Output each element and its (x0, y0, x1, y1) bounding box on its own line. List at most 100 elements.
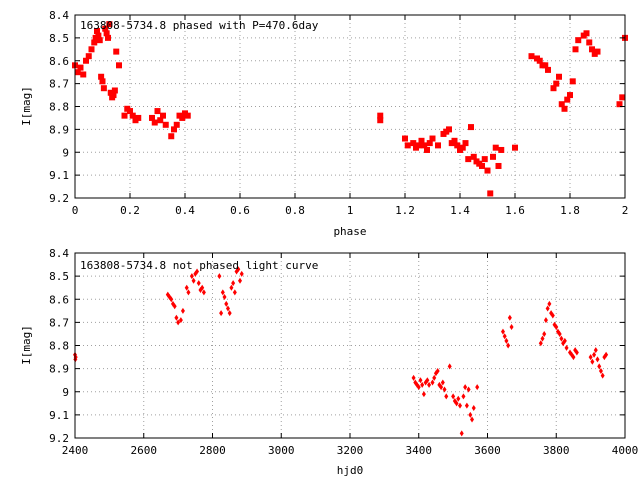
phased-data-point (575, 37, 582, 44)
phased-data-point (184, 112, 191, 119)
unphased-data-point (507, 314, 512, 321)
phased-data-point (561, 105, 568, 112)
phased-data-point (418, 137, 425, 144)
phased-data-point (151, 119, 158, 126)
phased-data-point (113, 48, 120, 55)
unphased-data-point (416, 384, 421, 391)
phased-data-point (528, 53, 535, 60)
unphased-x-tick-label: 3400 (406, 444, 433, 457)
phased-x-tick-label: 1.6 (505, 204, 525, 217)
phased-data-point (154, 108, 161, 115)
unphased-data-point (562, 337, 567, 344)
unphased-data-point (557, 330, 562, 337)
phased-data-point (135, 114, 142, 121)
phased-data-point (619, 94, 626, 101)
phased-data-point (495, 162, 502, 169)
phased-data-point (127, 108, 133, 115)
phased-x-tick-label: 2 (622, 204, 629, 217)
unphased-data-point (442, 386, 447, 393)
unphased-data-point (593, 347, 598, 354)
phased-data-point (542, 62, 549, 69)
phased-data-point (567, 92, 573, 99)
phased-data-point (377, 117, 384, 124)
unphased-y-tick-label: 8.4 (49, 247, 69, 260)
phased-data-point (586, 39, 593, 46)
phased-data-point (404, 142, 411, 149)
unphased-data-point (432, 374, 437, 381)
unphased-y-tick-label: 9.2 (49, 432, 69, 445)
phased-chart-title: 163808-5734.8 phased with P=470.6day (80, 19, 319, 32)
unphased-light-curve-panel: 2400 2600 2800 3000 3200 3400 3600 3800 4000 8.4… (20, 247, 638, 477)
phased-data-point (83, 57, 89, 64)
unphased-x-tick-label: 3200 (337, 444, 364, 457)
phased-x-tick-label: 1 (347, 204, 354, 217)
unphased-data-point (590, 358, 595, 365)
unphased-x-tick-label: 3000 (268, 444, 295, 457)
phased-data-point (435, 142, 441, 149)
unphased-data-point (440, 379, 445, 386)
unphased-data-point (550, 312, 555, 319)
unphased-data-point (588, 354, 593, 361)
phased-data-point (465, 156, 472, 163)
unphased-y-tick-label: 9.1 (49, 409, 69, 422)
unphased-data-point (219, 310, 224, 317)
phased-data-point (74, 69, 81, 76)
phased-data-point (446, 126, 452, 133)
unphased-data-point (169, 296, 174, 303)
phased-data-point (173, 121, 180, 128)
unphased-data-point (470, 416, 475, 423)
phased-y-tick-label: 8.4 (49, 9, 69, 22)
unphased-data-point (543, 317, 548, 324)
phased-data-point (487, 190, 494, 197)
phased-data-point (569, 78, 576, 85)
unphased-data-point (427, 381, 432, 388)
phased-data-point (80, 71, 87, 78)
unphased-data-point (184, 284, 189, 291)
phased-data-point (116, 62, 122, 69)
phased-data-point (402, 135, 408, 142)
phased-data-point (110, 92, 117, 99)
unphased-data-point (502, 333, 507, 340)
phased-data-point (462, 140, 469, 147)
phased-data-point (490, 153, 496, 160)
unphased-data-point (454, 400, 459, 407)
phased-data-point (103, 30, 110, 37)
phased-x-tick-label: 1.8 (560, 204, 580, 217)
phased-x-tick-label: 0 (72, 204, 79, 217)
phased-data-point (545, 66, 551, 73)
phased-y-tick-label: 9 (62, 146, 69, 159)
unphased-data-point (574, 349, 579, 356)
phased-x-tick-label: 0.6 (230, 204, 250, 217)
unphased-data-point (430, 379, 435, 386)
unphased-data-point (239, 270, 244, 277)
phased-data-point (426, 140, 433, 147)
phased-x-tick-label: 0.2 (120, 204, 140, 217)
unphased-data-point (461, 393, 466, 400)
unphased-data-point (475, 384, 480, 391)
unphased-data-point (554, 324, 559, 330)
phased-data-point (168, 133, 175, 140)
unphased-data-point (191, 277, 196, 284)
phased-y-tick-label: 8.8 (49, 101, 69, 114)
unphased-data-point (447, 363, 452, 370)
phased-data-point (111, 87, 118, 94)
phased-y-tick-label: 8.9 (49, 123, 69, 136)
phased-data-point (88, 46, 95, 53)
phased-data-point (157, 117, 164, 124)
unphased-data-point (411, 374, 416, 381)
unphased-data-point (176, 319, 181, 326)
phased-data-point (160, 112, 166, 119)
unphased-data-point (471, 404, 476, 411)
phased-data-point (91, 39, 98, 46)
unphased-data-point (597, 363, 602, 370)
unphased-y-tick-labels: 8.4 8.5 8.6 8.7 8.8 8.9 9 9.1 9.2 (49, 247, 625, 445)
unphased-data-point (435, 367, 440, 374)
unphased-y-axis-label: I[mag] (20, 325, 33, 365)
phased-y-tick-label: 8.7 (49, 78, 69, 91)
unphased-data-point (538, 340, 543, 347)
phased-gridlines (75, 15, 625, 198)
phased-x-tick-labels: 0 0.2 0.4 0.6 0.8 1 1.2 1.4 1.6 1.8 2 (72, 15, 629, 217)
phased-data-point (121, 112, 128, 119)
phased-light-curve-panel: 0 0.2 0.4 0.6 0.8 1 1.2 1.4 1.6 1.8 2 8.4 8.5 8.6 8.7… (20, 9, 628, 238)
phased-data-point (410, 140, 417, 147)
